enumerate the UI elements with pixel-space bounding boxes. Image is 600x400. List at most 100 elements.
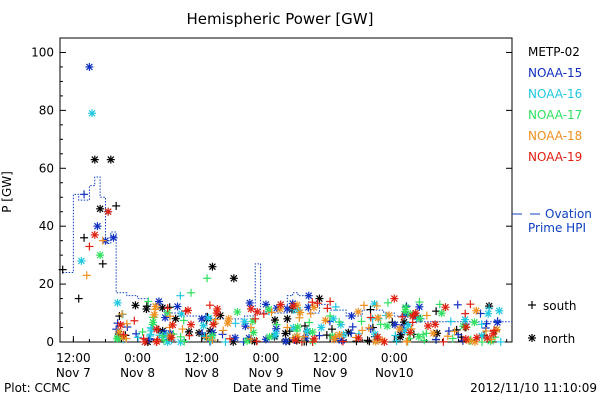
x-tick-label-date: Nov 9: [249, 366, 284, 380]
north-point: [423, 321, 432, 330]
north-point: [383, 322, 392, 331]
south-point: [295, 313, 304, 322]
north-point: [187, 320, 196, 329]
legend-series-label: NOAA-17: [528, 108, 582, 122]
north-point: [310, 334, 319, 343]
south-point: [231, 319, 240, 328]
south-point: [142, 302, 151, 311]
south-point: [306, 309, 315, 318]
north-point: [152, 325, 161, 334]
y-tick-label: 40: [39, 219, 54, 233]
north-point: [315, 294, 324, 303]
north-point: [231, 333, 240, 342]
south-point: [422, 329, 431, 338]
north-point: [380, 337, 389, 346]
x-axis-label: Date and Time: [233, 381, 321, 395]
south-point: [359, 301, 368, 310]
south-point: [331, 302, 340, 311]
north-point: [401, 303, 410, 312]
north-point: [209, 320, 218, 329]
ovation-legend-label-2: Prime HPI: [528, 221, 586, 235]
south-point: [251, 314, 260, 323]
north-point: [462, 323, 471, 332]
north-point: [90, 155, 99, 164]
legend: METP-02 NOAA-15 NOAA-16 NOAA-17 NOAA-18 NOAA-…: [512, 45, 592, 346]
north-point: [281, 329, 290, 338]
south-point: [267, 308, 276, 317]
legend-series-label: NOAA-15: [528, 66, 582, 80]
south-point: [138, 327, 147, 336]
south-point: [323, 304, 332, 313]
south-point: [300, 332, 309, 341]
legend-south-label: south: [543, 299, 577, 313]
south-point: [185, 331, 194, 340]
north-point: [415, 314, 424, 323]
north-point: [411, 309, 420, 318]
south-point: [205, 301, 214, 310]
plot-frame: [59, 37, 513, 343]
south-point: [466, 300, 475, 309]
north-point: [335, 330, 344, 339]
north-point: [414, 332, 423, 341]
north-point: [283, 314, 292, 323]
north-point: [113, 298, 122, 307]
south-point: [398, 312, 407, 321]
north-point: [489, 329, 498, 338]
x-tick-label-date: Nov 8: [120, 366, 155, 380]
legend-series-label: NOAA-16: [528, 87, 582, 101]
north-point: [213, 304, 222, 313]
south-point: [420, 336, 429, 345]
north-point: [168, 320, 177, 329]
south-point: [252, 337, 261, 346]
north-point: [96, 251, 105, 260]
north-point: [330, 335, 339, 344]
north-point: [472, 333, 481, 342]
north-point: [317, 323, 326, 332]
south-point: [493, 317, 502, 326]
north-point: [158, 303, 167, 312]
north-point: [150, 310, 159, 319]
south-point: [326, 297, 335, 306]
north-point: [461, 334, 470, 343]
north-point: [265, 332, 274, 341]
south-point: [98, 236, 107, 245]
north-point: [528, 334, 536, 342]
south-point: [347, 329, 356, 338]
north-point: [116, 320, 125, 329]
north-point: [204, 313, 213, 322]
south-point: [476, 309, 485, 318]
south-point: [461, 309, 470, 318]
north-point: [354, 333, 363, 342]
south-point: [74, 294, 83, 303]
north-point: [431, 320, 440, 329]
north-point: [321, 316, 330, 325]
south-point: [208, 336, 217, 345]
north-point: [140, 337, 149, 346]
north-point: [354, 307, 363, 316]
north-point: [483, 333, 492, 342]
north-point: [304, 291, 313, 300]
south-point: [80, 190, 89, 199]
south-point: [364, 323, 373, 332]
south-point: [144, 297, 153, 306]
south-point: [118, 310, 127, 319]
north-point: [184, 306, 193, 315]
south-point: [322, 331, 331, 340]
south-point: [165, 312, 174, 321]
south-point: [202, 333, 211, 342]
south-point: [158, 331, 167, 340]
north-point: [229, 274, 238, 283]
north-point: [177, 309, 186, 318]
south-point: [496, 337, 505, 346]
north-point: [233, 307, 242, 316]
north-point: [441, 303, 450, 312]
north-point: [271, 329, 280, 338]
south-point: [283, 323, 292, 332]
south-point: [368, 314, 377, 323]
north-point: [199, 321, 208, 330]
x-tick-label-time: 0:00: [381, 351, 408, 365]
south-point: [130, 316, 139, 325]
north-point: [293, 323, 302, 332]
y-tick-label: 0: [46, 335, 54, 349]
